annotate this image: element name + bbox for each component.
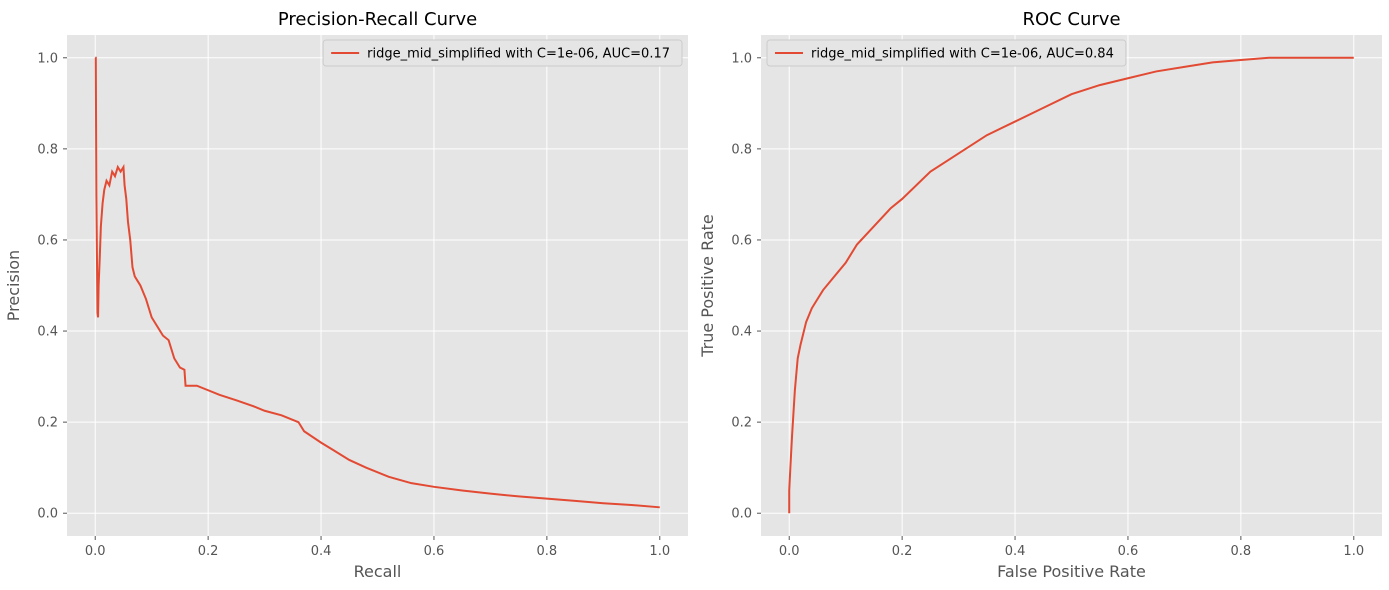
precision-recall-x-tick-label: 0.2 xyxy=(198,544,219,559)
precision-recall-panel: 0.0 0.2 0.4 0.6 0.8 1.0 0.0 0.2 0.4 0.6 0.8 1.0 Pre… xyxy=(4,9,688,581)
roc-ticks: 0.0 0.2 0.4 0.6 0.8 1.0 0.0 0.2 0.4 0.6 0.8 1.0 xyxy=(731,51,1364,559)
roc-series-line xyxy=(788,56,1354,514)
precision-recall-x-tick-label: 0.0 xyxy=(85,544,106,559)
precision-recall-y-tick-label: 0.0 xyxy=(37,507,58,522)
roc-y-tick-label: 0.6 xyxy=(731,233,752,248)
precision-recall-y-tick-label: 0.2 xyxy=(37,416,58,431)
roc-y-axis-label: True Positive Rate xyxy=(698,214,717,358)
roc-y-tick-label: 0.8 xyxy=(731,142,752,157)
precision-recall-legend-box xyxy=(322,39,683,67)
roc-legend: ridge_mid_simplified with C=1e-06, AUC=0… xyxy=(766,39,1127,67)
precision-recall-gridlines xyxy=(67,35,688,536)
roc-x-tick-label: 0.0 xyxy=(779,544,800,559)
precision-recall-x-axis-label: Recall xyxy=(354,562,402,581)
precision-recall-ticks: 0.0 0.2 0.4 0.6 0.8 1.0 0.0 0.2 0.4 0.6 0.8 1.0 xyxy=(37,51,670,559)
precision-recall-x-tick-label: 0.4 xyxy=(311,544,332,559)
roc-x-tick-label: 0.2 xyxy=(892,544,913,559)
roc-x-axis-label: False Positive Rate xyxy=(997,562,1146,581)
precision-recall-y-axis-label: Precision xyxy=(4,250,23,321)
roc-legend-box xyxy=(766,39,1127,67)
precision-recall-x-tick-label: 0.8 xyxy=(537,544,558,559)
precision-recall-x-tick-label: 1.0 xyxy=(649,544,670,559)
roc-y-tick-label: 0.0 xyxy=(731,507,752,522)
roc-title: ROC Curve xyxy=(1022,9,1120,30)
roc-x-tick-label: 0.4 xyxy=(1005,544,1026,559)
precision-recall-series-line xyxy=(94,56,660,509)
precision-recall-y-tick-label: 0.4 xyxy=(37,325,58,340)
roc-x-tick-label: 0.8 xyxy=(1231,544,1252,559)
precision-recall-legend-label: ridge_mid_simplified with C=1e-06, AUC=0… xyxy=(367,47,670,62)
roc-x-tick-label: 0.6 xyxy=(1118,544,1139,559)
precision-recall-y-tick-label: 1.0 xyxy=(37,51,58,66)
roc-y-tick-label: 1.0 xyxy=(731,51,752,66)
roc-legend-label: ridge_mid_simplified with C=1e-06, AUC=0… xyxy=(811,47,1114,62)
roc-x-tick-label: 1.0 xyxy=(1343,544,1364,559)
precision-recall-title: Precision-Recall Curve xyxy=(278,9,477,30)
precision-recall-legend: ridge_mid_simplified with C=1e-06, AUC=0… xyxy=(322,39,683,67)
roc-y-tick-label: 0.2 xyxy=(731,416,752,431)
precision-recall-y-tick-label: 0.6 xyxy=(37,233,58,248)
precision-recall-plot-area xyxy=(67,35,688,536)
roc-panel: 0.0 0.2 0.4 0.6 0.8 1.0 0.0 0.2 0.4 0.6 0.8 1.0 ROC… xyxy=(698,9,1382,581)
precision-recall-y-tick-label: 0.8 xyxy=(37,142,58,157)
precision-recall-x-tick-label: 0.6 xyxy=(424,544,445,559)
roc-y-tick-label: 0.4 xyxy=(731,325,752,340)
roc-plot-area xyxy=(761,35,1382,536)
